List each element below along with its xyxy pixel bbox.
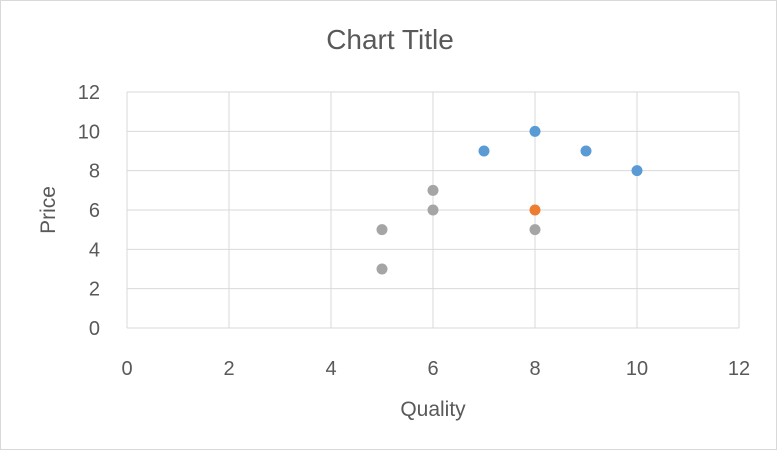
x-axis-label: Quality [400, 398, 466, 421]
y-tick-label: 8 [89, 161, 100, 183]
x-axis-ticks: 0 2 4 6 8 10 12 [121, 358, 750, 380]
gridlines [126, 91, 740, 329]
data-point [631, 165, 643, 177]
y-axis-label: Price [37, 186, 60, 234]
x-tick-label: 6 [427, 358, 438, 380]
y-tick-label: 10 [78, 121, 100, 143]
data-point [529, 204, 541, 216]
x-tick-label: 10 [626, 358, 648, 380]
y-tick-label: 6 [89, 200, 100, 222]
x-tick-label: 12 [728, 358, 750, 380]
x-tick-label: 2 [223, 358, 234, 380]
y-tick-label: 2 [89, 279, 100, 301]
data-point [376, 224, 388, 236]
data-point [580, 145, 592, 157]
data-point [529, 224, 541, 236]
data-point [376, 263, 388, 275]
data-point [427, 184, 439, 196]
chart-title: Chart Title [326, 24, 454, 55]
x-tick-label: 4 [325, 358, 336, 380]
data-points [376, 125, 643, 275]
x-tick-label: 8 [529, 358, 540, 380]
y-tick-label: 4 [89, 239, 100, 261]
y-tick-label: 0 [89, 318, 100, 340]
y-tick-label: 12 [78, 82, 100, 104]
y-axis-ticks: 0 2 4 6 8 10 12 [78, 82, 100, 340]
data-point [529, 125, 541, 137]
data-point [427, 204, 439, 216]
x-tick-label: 0 [121, 358, 132, 380]
data-point [478, 145, 490, 157]
